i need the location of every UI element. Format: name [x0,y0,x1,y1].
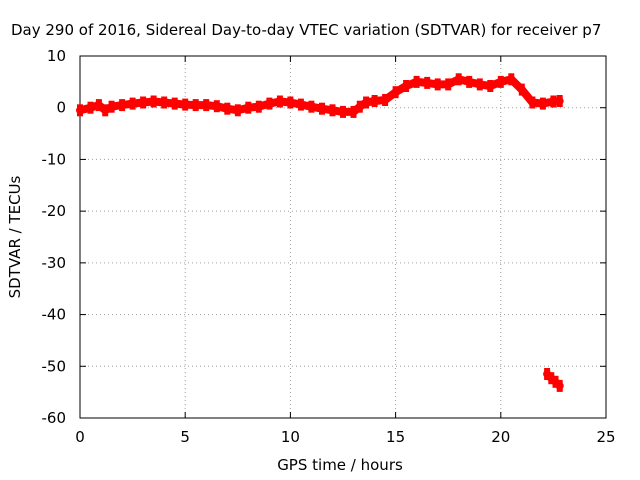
x-tick-label: 0 [75,428,85,446]
x-tick-label: 10 [281,428,300,446]
data-point [245,101,252,114]
x-tick-label: 15 [386,428,405,446]
data-point [356,100,363,113]
data-point [445,78,452,91]
data-point [203,99,210,112]
data-point [529,96,536,109]
data-point [548,372,555,385]
y-tick-label: -30 [42,254,67,272]
data-point [182,98,189,111]
data-point [224,102,231,115]
data-point [171,97,178,110]
data-point [518,83,525,96]
data-point [382,94,389,106]
data-point [213,100,220,113]
plot-frame [79,55,607,419]
x-tick-label: 20 [491,428,510,446]
y-tick-label: -40 [42,306,67,324]
data-point [340,105,346,118]
grid [80,56,606,418]
data-point [392,86,399,99]
data-point [424,76,431,89]
x-tick-labels: 0 5 10 15 20 25 [75,428,615,446]
data-point [466,75,473,88]
x-tick-label: 5 [180,428,190,446]
data-point [297,98,304,111]
data-point [552,375,559,388]
series-layer [76,73,564,392]
data-point [434,78,441,91]
data-point [119,99,126,112]
x-tick-label: 25 [596,428,615,446]
data-point [556,379,563,392]
data-point [508,73,515,86]
y-tick-label: 10 [47,47,66,65]
axis-ticks [79,55,607,419]
data-point [276,95,283,108]
data-point [161,96,168,109]
y-tick-label: -50 [42,357,67,375]
data-point [287,96,294,109]
data-point [403,80,410,92]
y-tick-label: -20 [42,202,67,220]
data-point [192,99,199,112]
y-tick-label: -60 [42,409,67,427]
data-point [350,105,357,118]
data-point [363,96,370,109]
data-point [234,104,241,117]
data-point [476,78,483,91]
data-point [319,102,325,115]
data-point [556,95,563,107]
data-point [255,100,262,113]
data-point [108,100,115,113]
x-axis-label: GPS time / hours [277,456,403,474]
data-point [77,104,83,117]
data-point [550,95,557,108]
chart-title: Day 290 of 2016, Sidereal Day-to-day VTE… [11,21,601,39]
data-point [102,104,109,117]
data-point [413,75,420,88]
data-point [487,80,494,92]
data-point [455,73,462,86]
data-point [95,99,102,112]
y-axis-label: SDTVAR / TECUs [6,175,24,298]
y-tick-label: -10 [42,150,67,168]
data-point [539,97,546,110]
data-point [129,97,136,110]
data-point [308,100,315,113]
data-point [329,104,336,117]
data-point [497,75,504,88]
data-point [140,96,147,109]
data-point [544,368,551,380]
data-point [371,95,378,107]
data-point [150,95,157,108]
y-tick-labels: 10 0 -10 -20 -30 -40 -50 -60 [42,47,67,427]
y-tick-label: 0 [56,99,66,117]
data-point [87,101,94,114]
data-point [266,97,273,110]
